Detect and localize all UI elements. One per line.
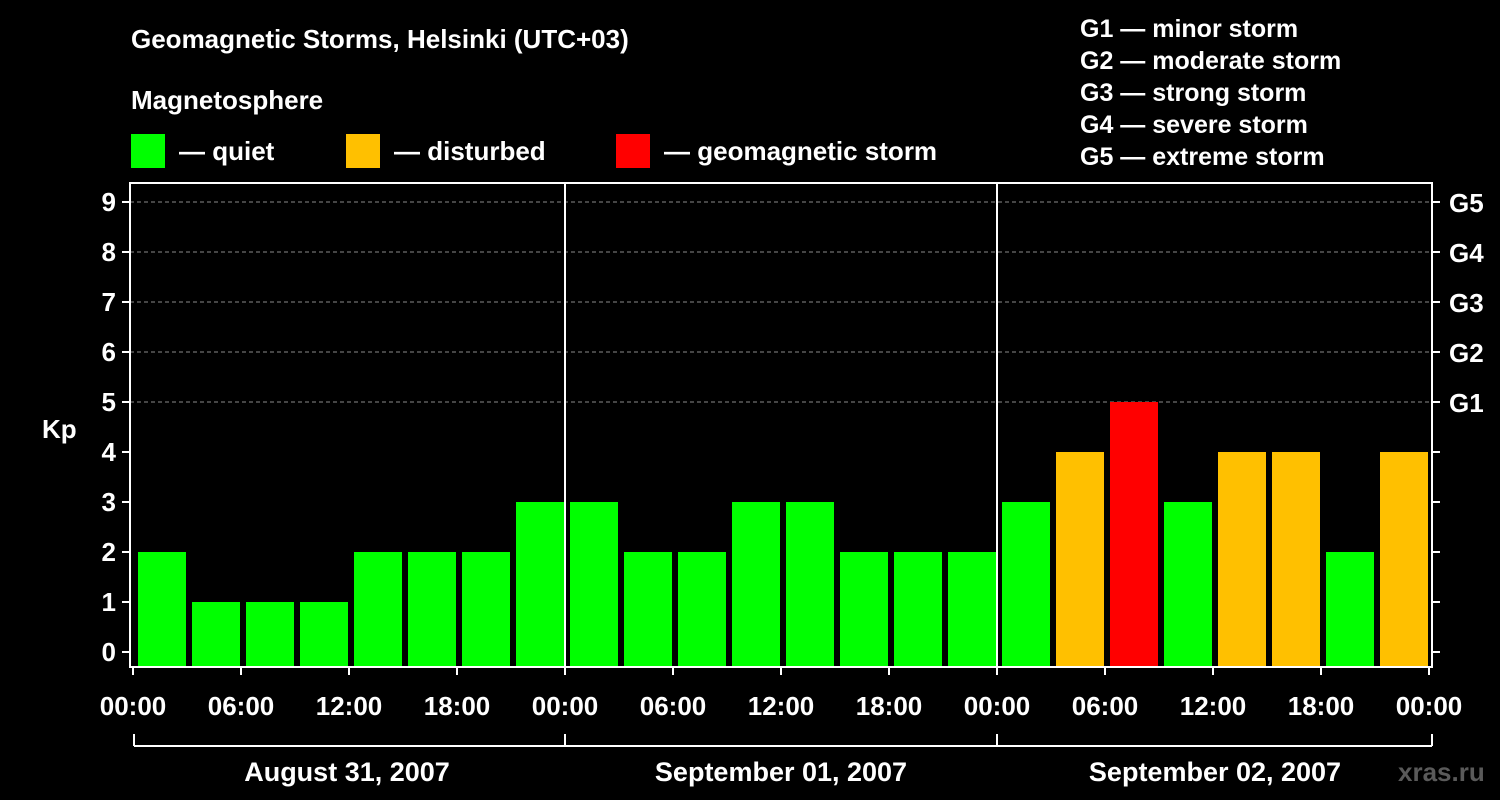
x-tick-label-8: 00:00 bbox=[964, 691, 1031, 721]
x-tick-label-10: 12:00 bbox=[1180, 691, 1247, 721]
storm-level-g1: G1 — minor storm bbox=[1080, 15, 1299, 43]
storm-level-legend: G1 — minor storm G2 — moderate storm G3 … bbox=[1080, 13, 1341, 173]
bar-7 bbox=[516, 502, 564, 667]
x-tick-label-1: 06:00 bbox=[208, 691, 275, 721]
y-tick-label-4: 4 bbox=[102, 437, 117, 467]
y-tick-label-6: 6 bbox=[102, 337, 116, 367]
bar-13 bbox=[840, 552, 888, 667]
y-tick-label-0: 0 bbox=[102, 637, 116, 667]
bar-21 bbox=[1272, 452, 1320, 667]
legend-label-disturbed: — disturbed bbox=[394, 135, 546, 166]
bar-5 bbox=[408, 552, 456, 667]
bar-15 bbox=[948, 552, 996, 667]
y-tick-label-9: 9 bbox=[102, 187, 116, 217]
legend-swatch-storm bbox=[616, 134, 650, 168]
bar-8 bbox=[570, 502, 618, 667]
y-axis-label: Kp bbox=[42, 414, 77, 444]
bar-4 bbox=[354, 552, 402, 667]
g-level-label-1: G2 bbox=[1449, 338, 1484, 368]
g-level-label-0: G1 bbox=[1449, 388, 1484, 418]
y-tick-label-8: 8 bbox=[102, 237, 116, 267]
bar-19 bbox=[1164, 502, 1212, 667]
y-tick-label-2: 2 bbox=[102, 537, 116, 567]
legend-swatch-quiet bbox=[131, 134, 165, 168]
x-tick-label-6: 12:00 bbox=[748, 691, 815, 721]
storm-level-g4: G4 — severe storm bbox=[1080, 111, 1308, 139]
y-tick-label-5: 5 bbox=[102, 387, 116, 417]
bar-3 bbox=[300, 602, 348, 667]
y-tick-label-1: 1 bbox=[102, 587, 116, 617]
x-tick-label-11: 18:00 bbox=[1288, 691, 1355, 721]
bar-10 bbox=[678, 552, 726, 667]
legend-item-disturbed: — disturbed bbox=[346, 134, 546, 168]
bar-1 bbox=[192, 602, 240, 667]
day-label-2: September 02, 2007 bbox=[1089, 757, 1341, 787]
x-tick-label-9: 06:00 bbox=[1072, 691, 1139, 721]
day-label-0: August 31, 2007 bbox=[244, 757, 450, 787]
bar-12 bbox=[786, 502, 834, 667]
day-label-1: September 01, 2007 bbox=[655, 757, 907, 787]
bar-14 bbox=[894, 552, 942, 667]
bar-16 bbox=[1002, 502, 1050, 667]
storm-level-g3: G3 — strong storm bbox=[1080, 79, 1307, 107]
bar-0 bbox=[138, 552, 186, 667]
bar-18 bbox=[1110, 402, 1158, 667]
x-tick-label-5: 06:00 bbox=[640, 691, 707, 721]
y-tick-label-7: 7 bbox=[102, 287, 116, 317]
y-tick-label-3: 3 bbox=[102, 487, 116, 517]
bar-23 bbox=[1380, 452, 1428, 667]
x-tick-label-2: 12:00 bbox=[316, 691, 383, 721]
g-level-label-4: G5 bbox=[1449, 188, 1484, 218]
x-tick-label-7: 18:00 bbox=[856, 691, 923, 721]
legend-item-quiet: — quiet bbox=[131, 134, 274, 168]
bar-22 bbox=[1326, 552, 1374, 667]
x-tick-label-0: 00:00 bbox=[100, 691, 167, 721]
x-tick-label-3: 18:00 bbox=[424, 691, 491, 721]
watermark: xras.ru bbox=[1398, 757, 1485, 787]
bar-6 bbox=[462, 552, 510, 667]
legend-swatch-disturbed bbox=[346, 134, 380, 168]
bar-17 bbox=[1056, 452, 1104, 667]
g-level-label-3: G4 bbox=[1449, 238, 1484, 268]
bar-2 bbox=[246, 602, 294, 667]
legend-label-quiet: — quiet bbox=[179, 135, 275, 166]
legend-heading: Magnetosphere bbox=[131, 85, 324, 115]
storm-level-g2: G2 — moderate storm bbox=[1080, 47, 1342, 75]
legend-label-storm: — geomagnetic storm bbox=[664, 135, 938, 166]
chart-title: Geomagnetic Storms, Helsinki (UTC+03) bbox=[131, 24, 629, 54]
bar-20 bbox=[1218, 452, 1266, 667]
bar-9 bbox=[624, 552, 672, 667]
bar-11 bbox=[732, 502, 780, 667]
x-tick-label-12: 00:00 bbox=[1396, 691, 1463, 721]
legend-item-storm: — geomagnetic storm bbox=[616, 134, 937, 168]
storm-level-g5: G5 — extreme storm bbox=[1080, 143, 1325, 171]
g-level-label-2: G3 bbox=[1449, 288, 1484, 318]
x-tick-label-4: 00:00 bbox=[532, 691, 599, 721]
